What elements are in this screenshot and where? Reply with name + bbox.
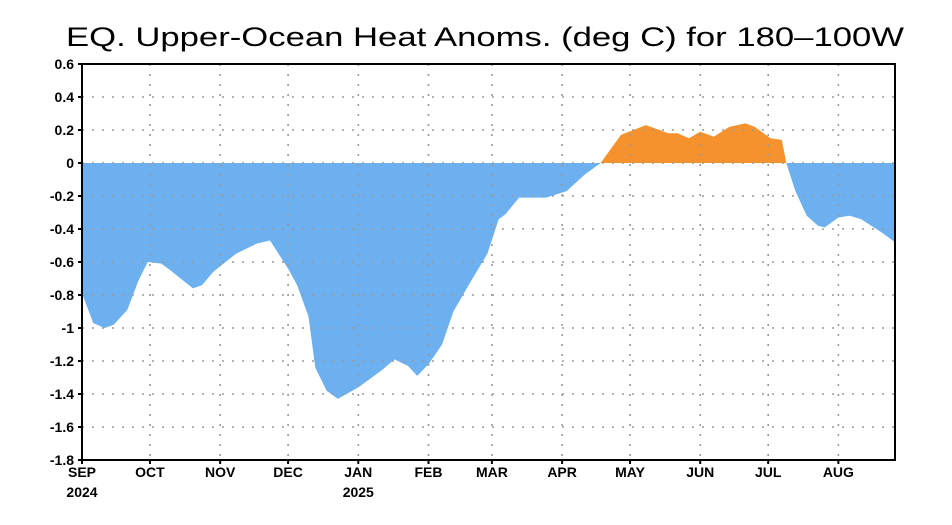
x-tick-label: JUN [686, 464, 714, 480]
x-tick-year-label: 2024 [66, 484, 97, 500]
chart-title: EQ. Upper-Ocean Heat Anoms. (deg C) for … [66, 22, 905, 52]
y-tick-label: -0.6 [50, 254, 74, 270]
x-tick-label: MAY [615, 464, 645, 480]
x-tick-label: OCT [135, 464, 165, 480]
x-tick-label: DEC [273, 464, 303, 480]
y-tick-label: -0.8 [50, 287, 74, 303]
x-tick-year-label: 2025 [343, 484, 374, 500]
y-tick-label: -0.4 [50, 221, 74, 237]
x-tick-label: AUG [823, 464, 854, 480]
y-tick-label: 0.2 [55, 122, 75, 138]
y-tick-label: -1.6 [50, 419, 74, 435]
x-tick-label: MAR [476, 464, 508, 480]
x-tick-label: JAN [344, 464, 372, 480]
negative-anomaly-area [82, 163, 895, 399]
positive-anomaly-area [82, 123, 895, 163]
y-axis: 0.6 0.4 0.2 0 -0.2 -0.4 -0.6 -0.8 -1 -1.2 -1.4 -1.6… [50, 56, 82, 468]
y-tick-label: -0.2 [50, 188, 74, 204]
x-tick-label: JUL [755, 464, 782, 480]
y-tick-label: -1.8 [50, 452, 74, 468]
grid-overlay [82, 64, 895, 460]
x-tick-label: FEB [414, 464, 442, 480]
y-tick-label: 0.6 [55, 56, 75, 72]
y-tick-label: 0.4 [55, 89, 75, 105]
y-tick-label: -1.2 [50, 353, 74, 369]
x-tick-label: SEP [68, 464, 96, 480]
x-tick-label: APR [547, 464, 577, 480]
y-tick-label: -1.4 [50, 386, 74, 402]
x-tick-label: NOV [205, 464, 236, 480]
y-tick-label: 0 [66, 155, 74, 171]
x-axis: SEP 2024 OCT NOV DEC JAN 2025 FEB MAR APR MAY JUN JU… [66, 460, 854, 500]
y-tick-label: -1 [62, 320, 75, 336]
